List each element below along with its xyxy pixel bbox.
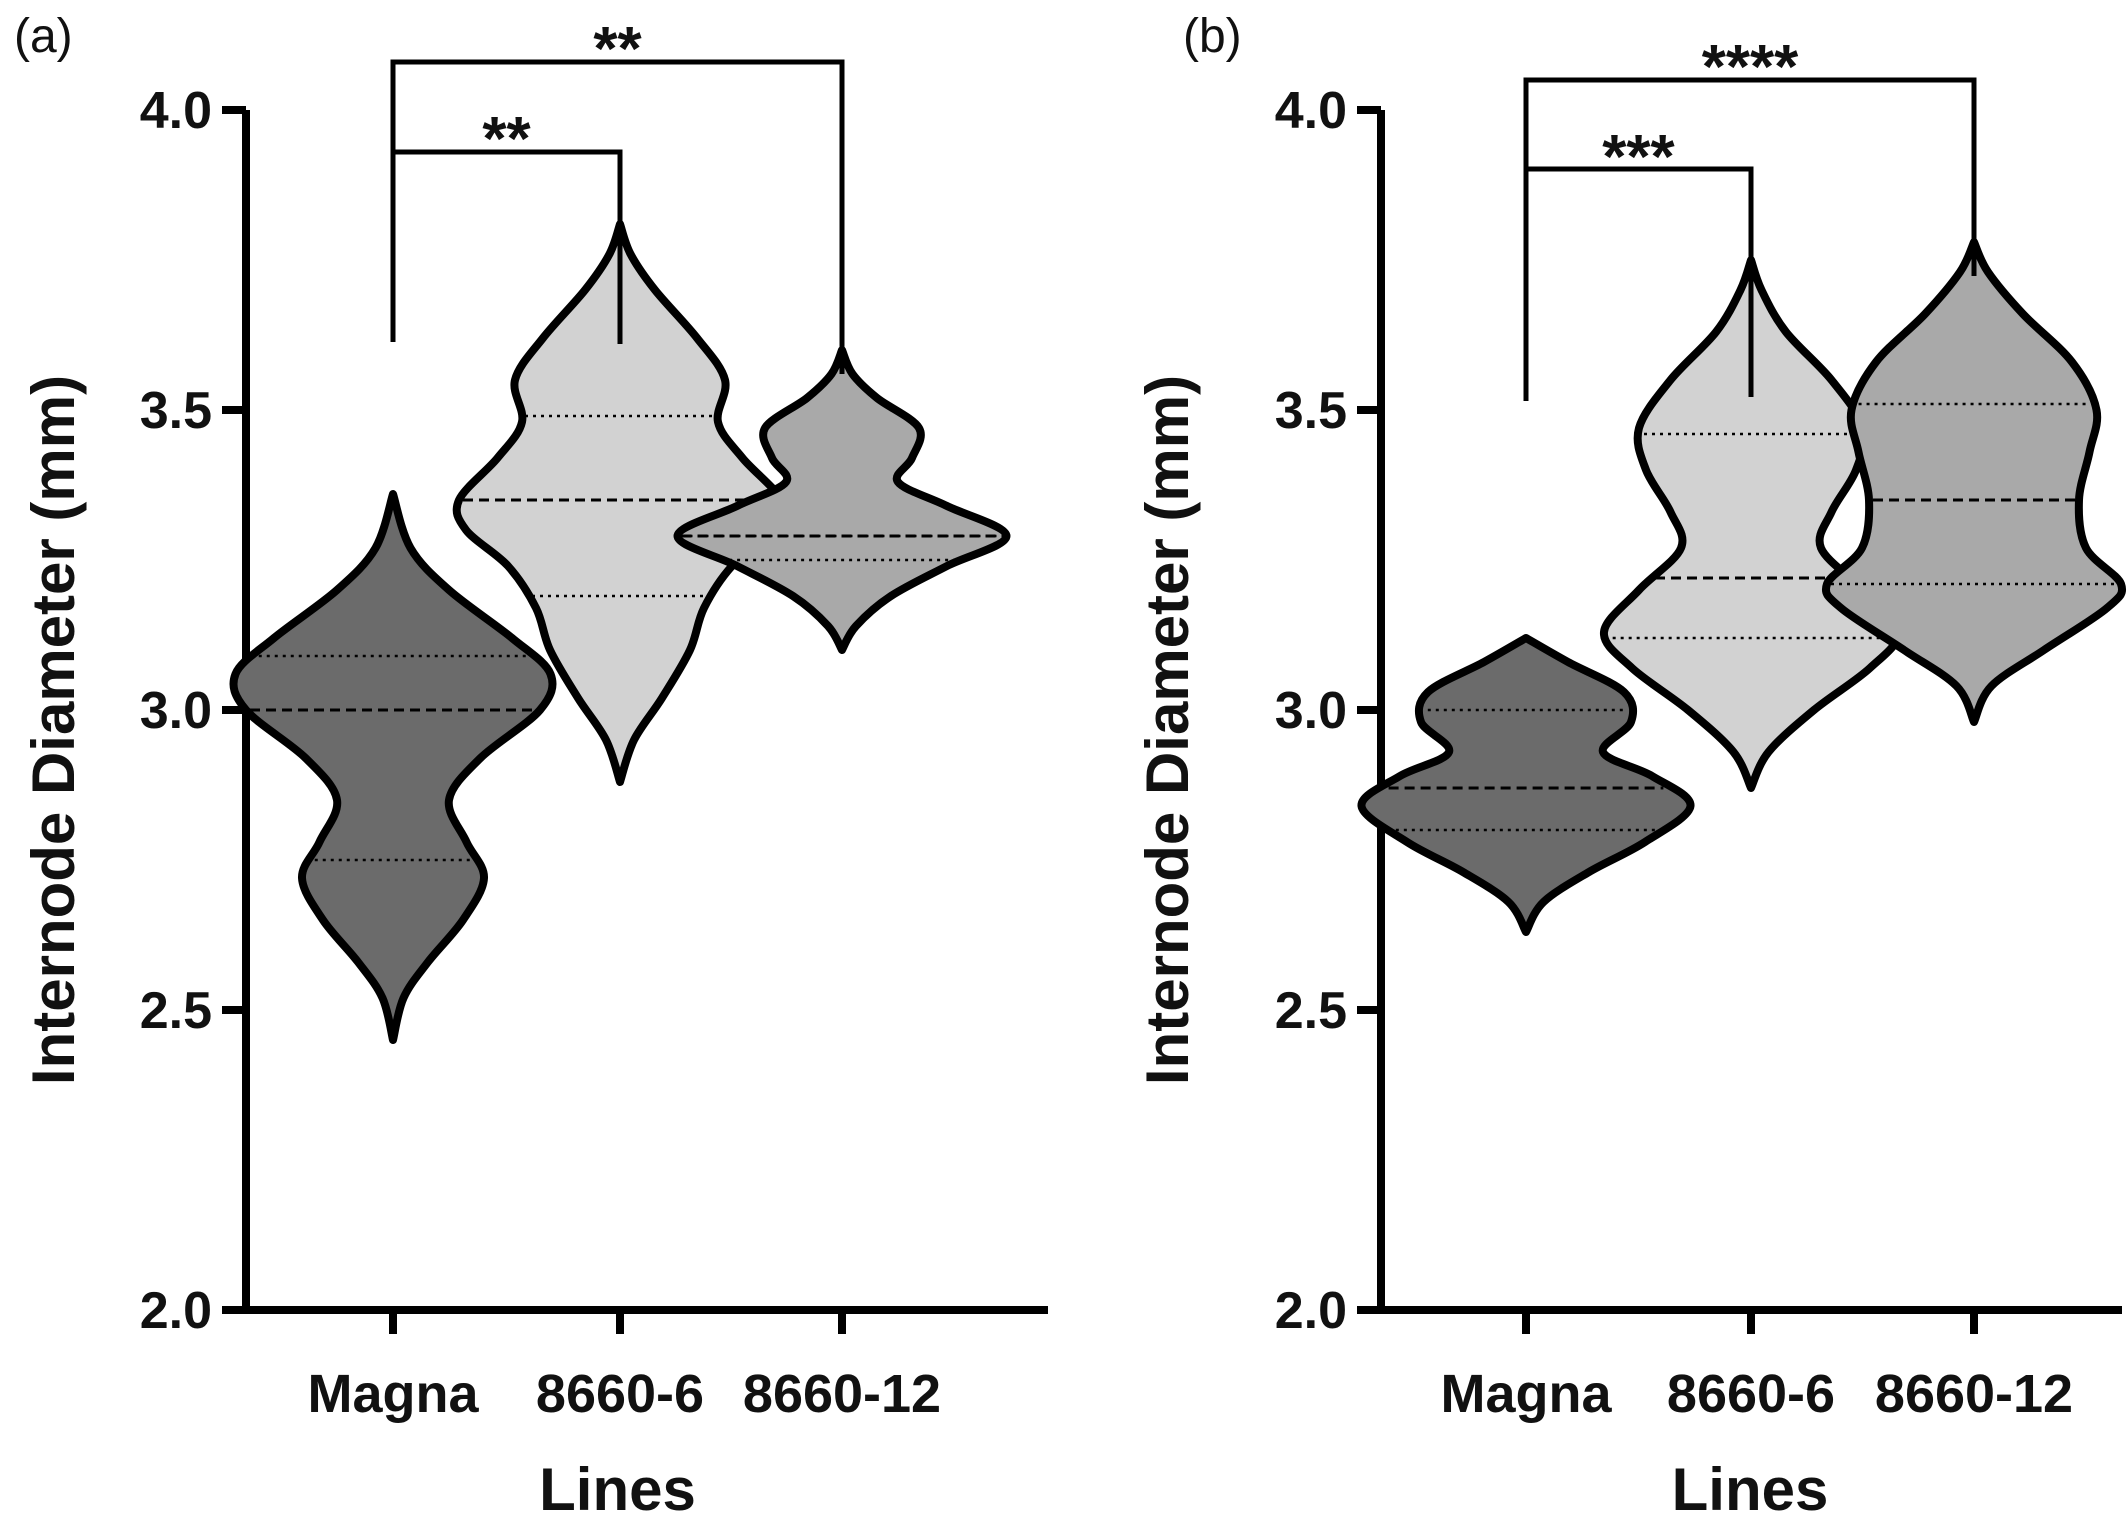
bracket-line xyxy=(390,149,623,344)
y-tick-label: 4.0 xyxy=(1275,82,1347,140)
significance-bracket: ** xyxy=(390,15,845,374)
significance-label: **** xyxy=(1702,33,1799,102)
y-tick-label: 2.5 xyxy=(1275,982,1347,1040)
significance-label: ** xyxy=(482,105,531,174)
bracket-line xyxy=(390,59,845,374)
bracket-line xyxy=(1523,166,1754,401)
x-tick-label: Magna xyxy=(1440,1364,1612,1424)
significance-label: ** xyxy=(593,15,642,84)
panel-label: (b) xyxy=(1183,10,1242,63)
chart-panel-b: (b) 2.0 2.5 3.0 3.5 4.0 Magna 8660-6 8660-12 Inte… xyxy=(1134,10,2127,1523)
panel-label: (a) xyxy=(14,10,73,63)
violin-magna xyxy=(229,490,557,1044)
y-tick-label: 3.5 xyxy=(140,382,212,440)
y-tick-label: 4.0 xyxy=(140,82,212,140)
chart-panel-a: (a) 2.0 2.5 3.0 3.5 4.0 Magna 8660-6 8660-12 Inte… xyxy=(14,10,1048,1523)
y-axis-title: Internode Diameter (mm) xyxy=(20,375,87,1085)
y-tick-label: 3.0 xyxy=(140,682,212,740)
significance-bracket: **** xyxy=(1523,33,1977,276)
y-tick-label: 3.0 xyxy=(1275,682,1347,740)
violin-magna xyxy=(1357,634,1695,936)
significance-label: *** xyxy=(1602,123,1675,192)
y-tick-label: 2.5 xyxy=(140,982,212,1040)
x-axis-title: Lines xyxy=(1672,1456,1829,1519)
x-axis-title: Lines xyxy=(539,1456,696,1519)
y-tick-label: 3.5 xyxy=(1275,382,1347,440)
x-tick-label: 8660-12 xyxy=(743,1364,941,1424)
y-axis-title: Internode Diameter (mm) xyxy=(1134,375,1201,1085)
x-tick-label: 8660-6 xyxy=(536,1364,704,1424)
significance-bracket: *** xyxy=(1523,123,1754,401)
y-tick-label: 2.0 xyxy=(140,1282,212,1340)
x-tick-label: Magna xyxy=(307,1364,479,1424)
x-tick-label: 8660-12 xyxy=(1875,1364,2073,1424)
x-tick-label: 8660-6 xyxy=(1667,1364,1835,1424)
significance-bracket: ** xyxy=(390,105,623,344)
y-tick-label: 2.0 xyxy=(1275,1282,1347,1340)
bracket-line xyxy=(1523,77,1977,276)
